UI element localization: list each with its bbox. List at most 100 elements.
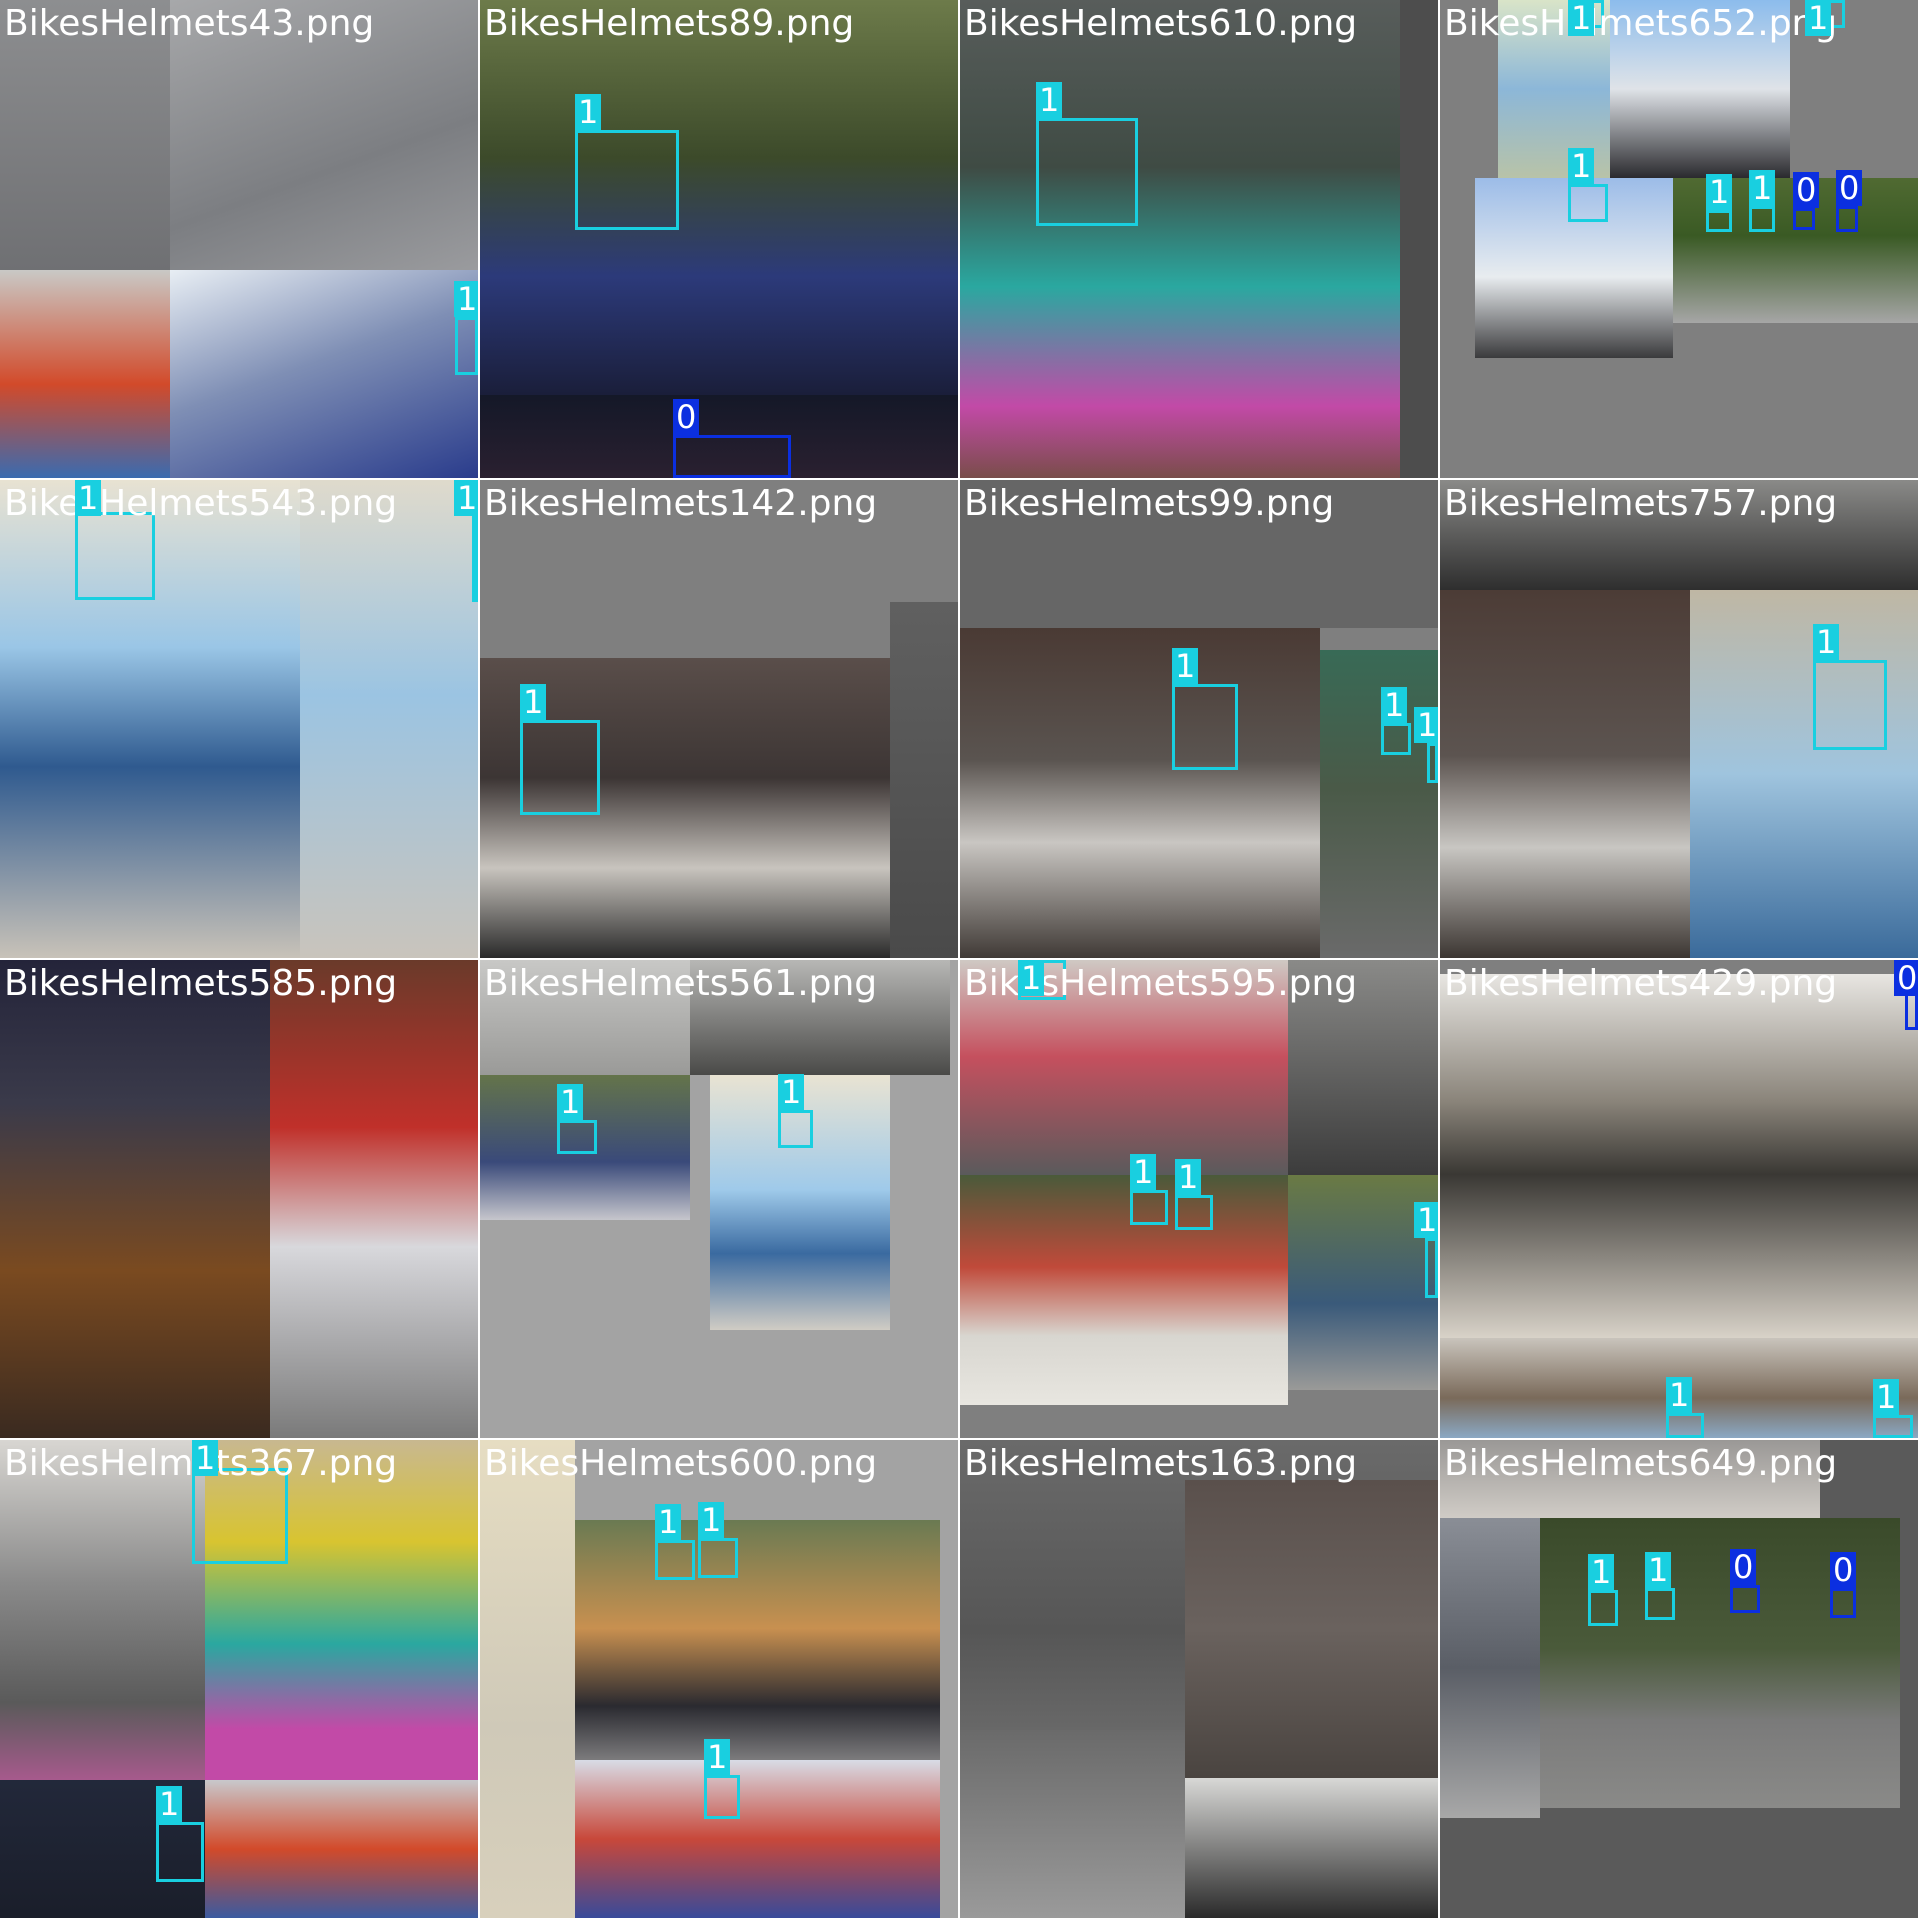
class-label: 0 <box>1836 170 1863 206</box>
mosaic-image-crop <box>710 1075 890 1330</box>
class-label: 1 <box>1568 0 1595 36</box>
class-label: 0 <box>1894 960 1918 996</box>
tile-filename: BikesHelmets561.png <box>484 963 878 1004</box>
class-label: 1 <box>454 281 478 317</box>
class-label: 1 <box>156 1786 183 1822</box>
class-label: 1 <box>1175 1159 1202 1195</box>
bounding-box <box>1568 184 1608 222</box>
class-label: 1 <box>1749 170 1776 206</box>
bounding-box <box>1172 684 1238 770</box>
mosaic-image-crop <box>0 270 170 478</box>
tile-filename: BikesHelmets600.png <box>484 1443 878 1484</box>
mosaic-image-crop <box>1440 590 1690 958</box>
class-label: 1 <box>1018 960 1045 996</box>
bounding-box <box>520 720 600 815</box>
bounding-box <box>1175 1195 1213 1230</box>
class-label: 0 <box>1730 1549 1757 1585</box>
bounding-box <box>1427 743 1438 783</box>
class-label: 1 <box>1666 1377 1693 1413</box>
mosaic-tile: BikesHelmets543.png 1 1 <box>0 480 478 958</box>
mosaic-tile: BikesHelmets757.png 1 <box>1440 480 1918 958</box>
class-label: 1 <box>1130 1154 1157 1190</box>
tile-filename: BikesHelmets43.png <box>4 3 375 44</box>
mosaic-tile: BikesHelmets610.png 1 <box>960 0 1438 478</box>
mosaic-image-crop <box>960 628 1320 958</box>
bounding-box <box>1836 206 1858 232</box>
class-label: 1 <box>75 480 102 516</box>
bounding-box <box>75 512 155 600</box>
class-label: 1 <box>1645 1552 1672 1588</box>
mosaic-tile: BikesHelmets99.png 1 1 1 <box>960 480 1438 958</box>
bounding-box <box>1425 1238 1438 1298</box>
bounding-box <box>778 1110 813 1148</box>
bounding-box <box>472 502 478 602</box>
bounding-box <box>1036 118 1138 226</box>
class-label: 1 <box>1813 624 1840 660</box>
class-label: 0 <box>1830 1552 1857 1588</box>
mosaic-image-crop <box>480 658 890 958</box>
mosaic-image-crop <box>1400 0 1438 478</box>
tile-filename: BikesHelmets757.png <box>1444 483 1838 524</box>
bounding-box <box>156 1822 204 1882</box>
mosaic-image-crop <box>1288 1175 1438 1390</box>
class-label: 1 <box>698 1502 725 1538</box>
mosaic-tile: BikesHelmets163.png <box>960 1440 1438 1918</box>
mosaic-image-crop <box>0 0 170 270</box>
bounding-box <box>1830 1588 1856 1618</box>
tile-filename: BikesHelmets610.png <box>964 3 1358 44</box>
bounding-box <box>1873 1415 1913 1438</box>
mosaic-image-crop <box>575 1760 940 1918</box>
mosaic-image-crop <box>960 1175 1288 1405</box>
mosaic-image-crop <box>960 0 1400 478</box>
mosaic-image-crop <box>205 1780 478 1918</box>
tile-filename: BikesHelmets142.png <box>484 483 878 524</box>
mosaic-image-crop <box>170 0 478 270</box>
mosaic-tile: BikesHelmets429.png 0 1 1 <box>1440 960 1918 1438</box>
class-label: 0 <box>1793 172 1820 208</box>
class-label: 1 <box>557 1084 584 1120</box>
mosaic-tile: BikesHelmets595.png 1 1 1 1 <box>960 960 1438 1438</box>
bounding-box <box>655 1540 695 1580</box>
class-label: 1 <box>1873 1379 1900 1415</box>
bounding-box <box>557 1120 597 1154</box>
class-label: 1 <box>1036 82 1063 118</box>
class-label: 1 <box>1172 648 1199 684</box>
tile-filename: BikesHelmets429.png <box>1444 963 1838 1004</box>
class-label: 1 <box>778 1074 805 1110</box>
mosaic-image-crop <box>1288 960 1438 1175</box>
bounding-box <box>1645 1588 1675 1620</box>
class-label: 1 <box>655 1504 682 1540</box>
class-label: 1 <box>1805 0 1832 36</box>
bounding-box <box>1813 660 1887 750</box>
mosaic-image-crop <box>1440 974 1918 1338</box>
bounding-box <box>1130 1190 1168 1225</box>
bounding-box <box>673 435 791 478</box>
tile-filename: BikesHelmets89.png <box>484 3 855 44</box>
mosaic-image-crop <box>480 1075 690 1220</box>
class-label: 1 <box>1588 1554 1615 1590</box>
tile-filename: BikesHelmets163.png <box>964 1443 1358 1484</box>
tile-filename: BikesHelmets649.png <box>1444 1443 1838 1484</box>
mosaic-image-crop <box>480 0 958 395</box>
mosaic-image-crop <box>1690 590 1918 958</box>
mosaic-image-crop <box>0 480 300 958</box>
mosaic-tile: BikesHelmets649.png 1 1 0 0 <box>1440 1440 1918 1918</box>
mosaic-image-crop <box>1185 1480 1438 1778</box>
bounding-box <box>1730 1585 1760 1613</box>
mosaic-image-crop <box>1320 650 1438 958</box>
class-label: 1 <box>1414 707 1438 743</box>
bounding-box <box>1793 208 1815 230</box>
bounding-box <box>698 1538 738 1578</box>
mosaic-tile: BikesHelmets142.png 1 <box>480 480 958 958</box>
bounding-box <box>1749 206 1775 232</box>
class-label: 0 <box>673 399 700 435</box>
mosaic-image-crop <box>960 480 1438 628</box>
class-label: 1 <box>575 94 602 130</box>
mosaic-image-crop <box>480 480 958 658</box>
mosaic-image-crop <box>1475 178 1673 358</box>
mosaic-image-crop <box>270 960 478 1438</box>
tile-filename: BikesHelmets652.png <box>1444 3 1838 44</box>
tile-filename: BikesHelmets99.png <box>964 483 1335 524</box>
